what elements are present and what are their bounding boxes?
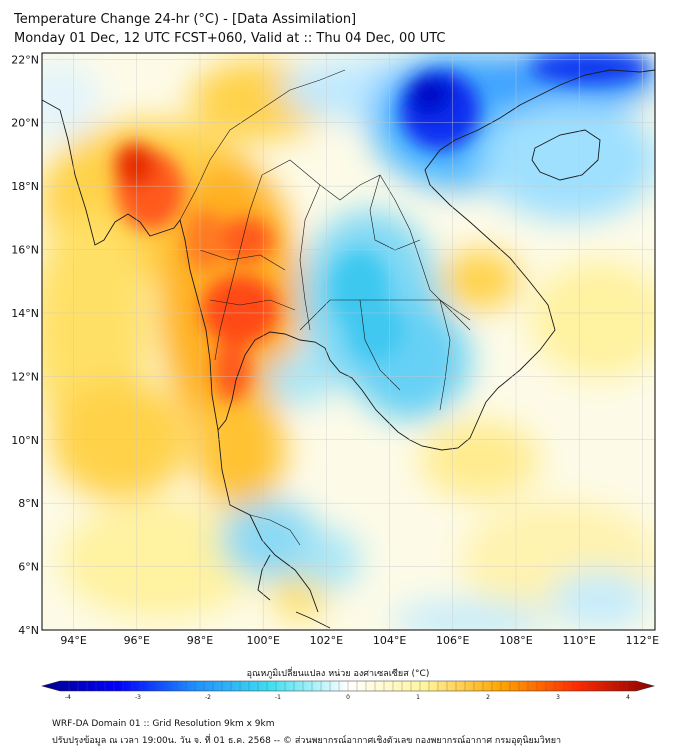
- longitude-axis: 94°E 96°E 98°E 100°E 102°E 104°E 106°E 108°E 110…: [60, 634, 659, 647]
- chart-subtitle: Monday 01 Dec, 12 UTC FCST+060, Valid at…: [14, 31, 446, 46]
- country-borders: [179, 69, 471, 546]
- lon-tick-label: 98°E: [187, 634, 213, 647]
- colorbar-tick-label: -4: [65, 694, 71, 700]
- lon-tick-label: 110°E: [562, 634, 595, 647]
- colorbar-tick-label: -3: [135, 694, 141, 700]
- lat-tick-label: 8°N: [18, 497, 39, 510]
- lon-tick-label: 102°E: [310, 634, 343, 647]
- lat-tick-label: 14°N: [11, 307, 39, 320]
- map-figure: 22°N 20°N 18°N 16°N 14°N 12°N 10°N 8°N 6°N 4°N 94…: [11, 52, 659, 700]
- gridlines: [42, 53, 655, 631]
- lat-tick-label: 12°N: [11, 370, 39, 383]
- lat-tick-label: 20°N: [11, 117, 39, 130]
- colorbar-label: อุณหภูมิเปลี่ยนแปลง หน่วย องศาเซลเซียส (…: [246, 669, 430, 679]
- chart-title: Temperature Change 24-hr (°C) - [Data As…: [14, 12, 357, 27]
- lat-tick-label: 22°N: [11, 53, 39, 66]
- lon-tick-label: 100°E: [246, 634, 279, 647]
- lat-tick-label: 18°N: [11, 180, 39, 193]
- colorbar: -4 -3 -2 -1 0 1 2 3 4: [40, 680, 656, 700]
- lon-tick-label: 96°E: [124, 634, 150, 647]
- lat-tick-label: 6°N: [18, 561, 39, 574]
- lat-tick-label: 4°N: [18, 624, 39, 637]
- lon-tick-label: 112°E: [626, 634, 659, 647]
- colorbar-tick-label: -2: [205, 694, 211, 700]
- colorbar-tick-label: 0: [346, 694, 350, 700]
- colorbar-tick-label: 1: [416, 694, 420, 700]
- temperature-field: [42, 53, 655, 630]
- lon-tick-label: 106°E: [436, 634, 469, 647]
- latitude-axis: 22°N 20°N 18°N 16°N 14°N 12°N 10°N 8°N 6°N 4°N: [11, 53, 39, 637]
- lon-tick-label: 94°E: [60, 634, 86, 647]
- colorbar-tick-label: 3: [556, 694, 560, 700]
- footer-model-info: WRF-DA Domain 01 :: Grid Resolution 9km …: [52, 719, 275, 729]
- colorbar-tick-label: 4: [626, 694, 630, 700]
- lon-tick-label: 108°E: [499, 634, 532, 647]
- lon-tick-label: 104°E: [373, 634, 406, 647]
- colorbar-ticks: -4 -3 -2 -1 0 1 2 3 4: [65, 681, 630, 700]
- lat-tick-label: 10°N: [11, 434, 39, 447]
- lat-tick-label: 16°N: [11, 244, 39, 257]
- colorbar-tick-label: -1: [275, 694, 281, 700]
- map-frame: [41, 52, 656, 631]
- footer-update-info: ปรับปรุงข้อมูล ณ เวลา 19:00น. วัน จ. ที่…: [52, 736, 562, 746]
- colorbar-tick-label: 2: [486, 694, 490, 700]
- coastlines: [42, 69, 655, 629]
